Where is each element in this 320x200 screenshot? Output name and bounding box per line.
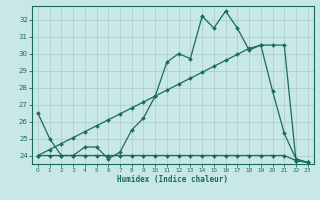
X-axis label: Humidex (Indice chaleur): Humidex (Indice chaleur) <box>117 175 228 184</box>
